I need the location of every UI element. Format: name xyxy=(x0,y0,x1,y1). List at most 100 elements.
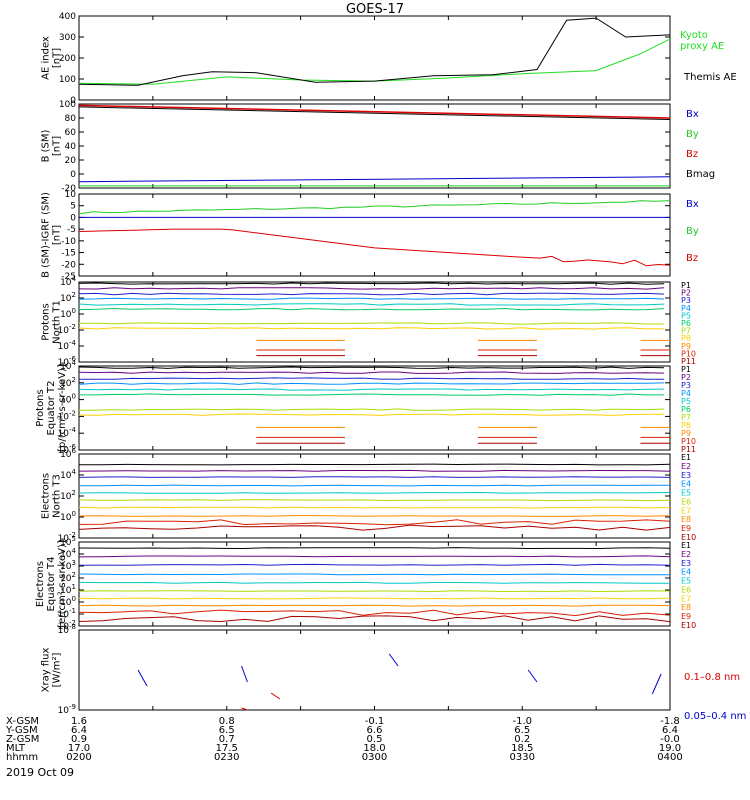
bottom-axis-value: -1.8 xyxy=(660,716,680,727)
y-axis-label-pt2: Protons xyxy=(35,389,46,426)
series-pt1-p1 xyxy=(78,282,665,285)
y-tick-label-et3: 104 xyxy=(60,468,76,481)
bottom-axis-label-mlt: MLT xyxy=(6,743,26,754)
y-axis-label-bsm: B (SM) xyxy=(41,129,52,162)
legend-et4-8: E9 xyxy=(681,612,691,621)
bottom-axis-value: 0.2 xyxy=(514,734,530,745)
y-tick-label-bigrf: -15 xyxy=(61,249,76,259)
chart-title: GOES-17 xyxy=(345,2,404,17)
legend-et3-6: E7 xyxy=(681,506,691,515)
legend-pt1-7: P8 xyxy=(681,334,691,343)
series-pt1-p2 xyxy=(78,287,665,290)
legend-pt2-7: P8 xyxy=(681,421,691,430)
legend-pt1-8: P9 xyxy=(681,342,691,351)
bottom-axis-value: 18.0 xyxy=(363,743,385,754)
y-axis-label-pt2: [p/(cm²-s-sr-keV)] xyxy=(57,364,68,452)
series-et4-e7 xyxy=(78,597,671,600)
bottom-axis-value: 17.5 xyxy=(216,743,238,754)
bottom-axis-value: 1.6 xyxy=(71,716,87,727)
y-tick-label-bigrf: 10 xyxy=(65,190,77,200)
legend-pt2-6: P7 xyxy=(681,413,691,422)
y-tick-label-ae: 200 xyxy=(59,54,76,64)
series-et4-e8 xyxy=(78,604,671,607)
series-et4-e10 xyxy=(78,615,671,623)
series-by-igrf xyxy=(78,200,671,215)
bottom-axis-value: -0.1 xyxy=(365,716,385,727)
legend-pt2-9: P10 xyxy=(681,437,696,446)
bottom-axis-value: -0.0 xyxy=(660,734,680,745)
legend-bsm-3: Bmag xyxy=(686,169,715,180)
series-et3-e6 xyxy=(78,499,671,502)
series-bx xyxy=(78,176,671,183)
y-tick-label-ae: 300 xyxy=(59,33,76,43)
y-tick-label-bsm: -20 xyxy=(61,184,76,194)
legend-pt1-5: P6 xyxy=(681,319,691,328)
series-pt1-p4 xyxy=(78,297,665,300)
bottom-axis-value: 6.4 xyxy=(662,725,678,736)
legend-pt2-1: P2 xyxy=(681,373,691,382)
series-xray-long-1 xyxy=(241,707,248,711)
legend-ae-themis: Themis AE xyxy=(683,72,737,83)
bottom-axis-value: 6.4 xyxy=(71,725,87,736)
legend-bsm-2: Bz xyxy=(686,149,698,160)
y-axis-label-bsm: [nT] xyxy=(52,136,63,156)
panel-frame-et3 xyxy=(78,453,671,539)
series-et3-e10 xyxy=(78,524,671,531)
series-et4-e3 xyxy=(78,563,671,566)
series-pt1-p6 xyxy=(78,307,665,311)
series-pt2-p1 xyxy=(78,366,665,369)
bottom-axis-label-hhmm: hhmm xyxy=(6,752,38,763)
series-pt1-p8 xyxy=(78,327,665,330)
series-pt2-p6 xyxy=(79,393,665,396)
series-xray-short-0 xyxy=(137,669,148,687)
y-axis-label-xray: Xray flux xyxy=(41,648,52,693)
legend-et3-8: E9 xyxy=(681,524,691,533)
legend-xray-short: 0.05–0.4 nm xyxy=(684,711,746,722)
series-et4-e9 xyxy=(78,609,671,617)
legend-xray-long: 0.1–0.8 nm xyxy=(684,672,740,683)
y-tick-label-bigrf: 5 xyxy=(70,202,76,212)
bottom-axis-value: 6.6 xyxy=(367,725,383,736)
bottom-axis-value: 17.0 xyxy=(68,743,90,754)
panel-frame-xray xyxy=(78,629,671,711)
legend-ae-proxy: proxy AE xyxy=(680,41,724,52)
bottom-axis-value: 0400 xyxy=(657,752,682,763)
bottom-axis-value: 19.0 xyxy=(659,743,681,754)
legend-et4-0: E1 xyxy=(681,541,691,550)
bottom-axis-value: 0.5 xyxy=(367,734,383,745)
series-pt1-p3 xyxy=(78,292,665,296)
legend-bsm-0: Bx xyxy=(686,109,699,120)
bottom-axis-value: 0.8 xyxy=(219,716,235,727)
y-tick-label-bsm: 80 xyxy=(65,114,77,124)
series-et4-e4 xyxy=(78,573,671,576)
series-bmag xyxy=(78,106,671,120)
y-axis-label-pt2: Equator T2 xyxy=(46,381,57,436)
y-axis-label-bigrf: B (SM)-IGRF (SM) xyxy=(41,192,52,278)
legend-pt2-8: P9 xyxy=(681,429,691,438)
y-axis-label-et4: Electrons xyxy=(35,561,46,607)
series-et3-e4 xyxy=(79,484,671,487)
series-et3-e5 xyxy=(78,491,671,494)
legend-bigrf-1: By xyxy=(686,226,699,237)
y-tick-label-bsm: 20 xyxy=(65,156,77,166)
series-themis-ae xyxy=(78,17,671,86)
y-axis-label-ae: [nT] xyxy=(52,48,63,68)
series-pt1-p7 xyxy=(79,322,665,325)
legend-et4-4: E5 xyxy=(681,577,691,586)
legend-et3-2: E3 xyxy=(681,471,691,480)
series-et4-e6 xyxy=(78,590,671,593)
y-tick-label-ae: 0 xyxy=(70,96,76,106)
bottom-axis-value: 0.7 xyxy=(219,734,235,745)
y-tick-label-bigrf: -10 xyxy=(61,237,76,247)
legend-bigrf-0: Bx xyxy=(686,199,699,210)
series-pt1-p5 xyxy=(78,303,665,306)
y-axis-label-xray: [W/m²] xyxy=(52,652,63,687)
series-et3-e7 xyxy=(78,506,671,509)
series-kyoto-proxy-ae xyxy=(78,38,671,85)
series-et3-e3 xyxy=(78,476,671,478)
legend-pt2-0: P1 xyxy=(681,365,691,374)
bottom-axis-value: 6.5 xyxy=(514,725,530,736)
bottom-axis-label-y-gsm: Y-GSM xyxy=(5,725,38,736)
y-axis-label-et3: Electrons xyxy=(41,473,52,519)
